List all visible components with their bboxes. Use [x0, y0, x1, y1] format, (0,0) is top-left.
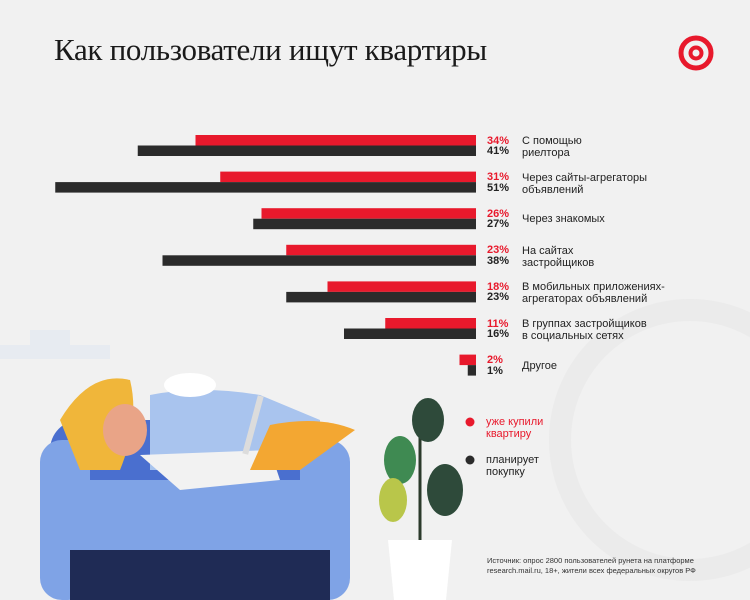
value-label: 31%	[487, 171, 510, 184]
logo-dot	[688, 45, 704, 61]
bar	[459, 354, 476, 366]
legend-marker	[465, 455, 475, 465]
person-shirt	[140, 450, 280, 490]
bar	[286, 291, 476, 303]
bar	[253, 218, 476, 230]
value-label: 18%	[487, 280, 510, 293]
value-label: 2%	[487, 354, 503, 367]
bar	[55, 182, 476, 193]
value-label: 27%	[487, 218, 510, 231]
bar	[467, 365, 476, 376]
value-label: 34%	[487, 134, 510, 147]
category-label: Через знакомых	[522, 213, 605, 226]
sofa-seat	[60, 480, 340, 550]
bar	[162, 255, 476, 266]
sofa-base	[70, 550, 330, 600]
logo-ring	[678, 35, 714, 71]
decor-box	[30, 330, 70, 350]
legend-marker	[465, 417, 475, 427]
value-label: 26%	[487, 207, 510, 220]
cat	[164, 373, 216, 397]
value-label: 23%	[487, 291, 510, 304]
source-note: Источник: опрос 2800 пользователей рунет…	[487, 556, 696, 575]
decor-shelf	[0, 345, 110, 359]
legend-label: уже купили квартиру	[486, 416, 544, 440]
bar	[137, 145, 476, 156]
bar	[327, 281, 476, 292]
bars	[55, 135, 476, 465]
value-label: 1%	[487, 364, 503, 377]
category-label: На сайтах застройщиков	[522, 244, 595, 269]
bar	[286, 244, 476, 256]
background-decor	[0, 299, 750, 581]
bar	[195, 135, 476, 146]
person-legs	[250, 421, 355, 470]
bar	[261, 208, 476, 219]
value-label: 41%	[487, 145, 510, 157]
legend-label: планирует покупку	[486, 454, 539, 478]
category-label: В группах застройщиков в социальных сетя…	[522, 318, 647, 342]
value-label: 23%	[487, 244, 510, 257]
value-label: 38%	[487, 254, 510, 267]
chart-title: Как пользователи ищут квартиры	[54, 32, 487, 67]
decor-circle	[549, 299, 750, 581]
plant-leaf	[427, 464, 463, 516]
logo	[678, 35, 714, 71]
value-label: 51%	[487, 181, 510, 194]
value-label: 11%	[487, 317, 509, 330]
plant-leaf	[379, 478, 407, 522]
bar	[385, 318, 476, 329]
plant-leaf	[384, 436, 416, 484]
value-label: 16%	[487, 328, 510, 340]
bar	[220, 171, 476, 183]
category-label: С помощью риелтора	[522, 135, 582, 159]
illustration	[40, 373, 463, 600]
plant-leaf	[412, 398, 444, 442]
laptop	[242, 395, 264, 455]
plant-pot	[388, 540, 452, 600]
category-label: Другое	[522, 359, 557, 372]
category-label: В мобильных приложениях- агрегаторах объ…	[522, 281, 665, 306]
category-label: Через сайты-агрегаторы объявлений	[522, 171, 647, 196]
person-face	[103, 404, 147, 456]
bar	[344, 328, 476, 339]
